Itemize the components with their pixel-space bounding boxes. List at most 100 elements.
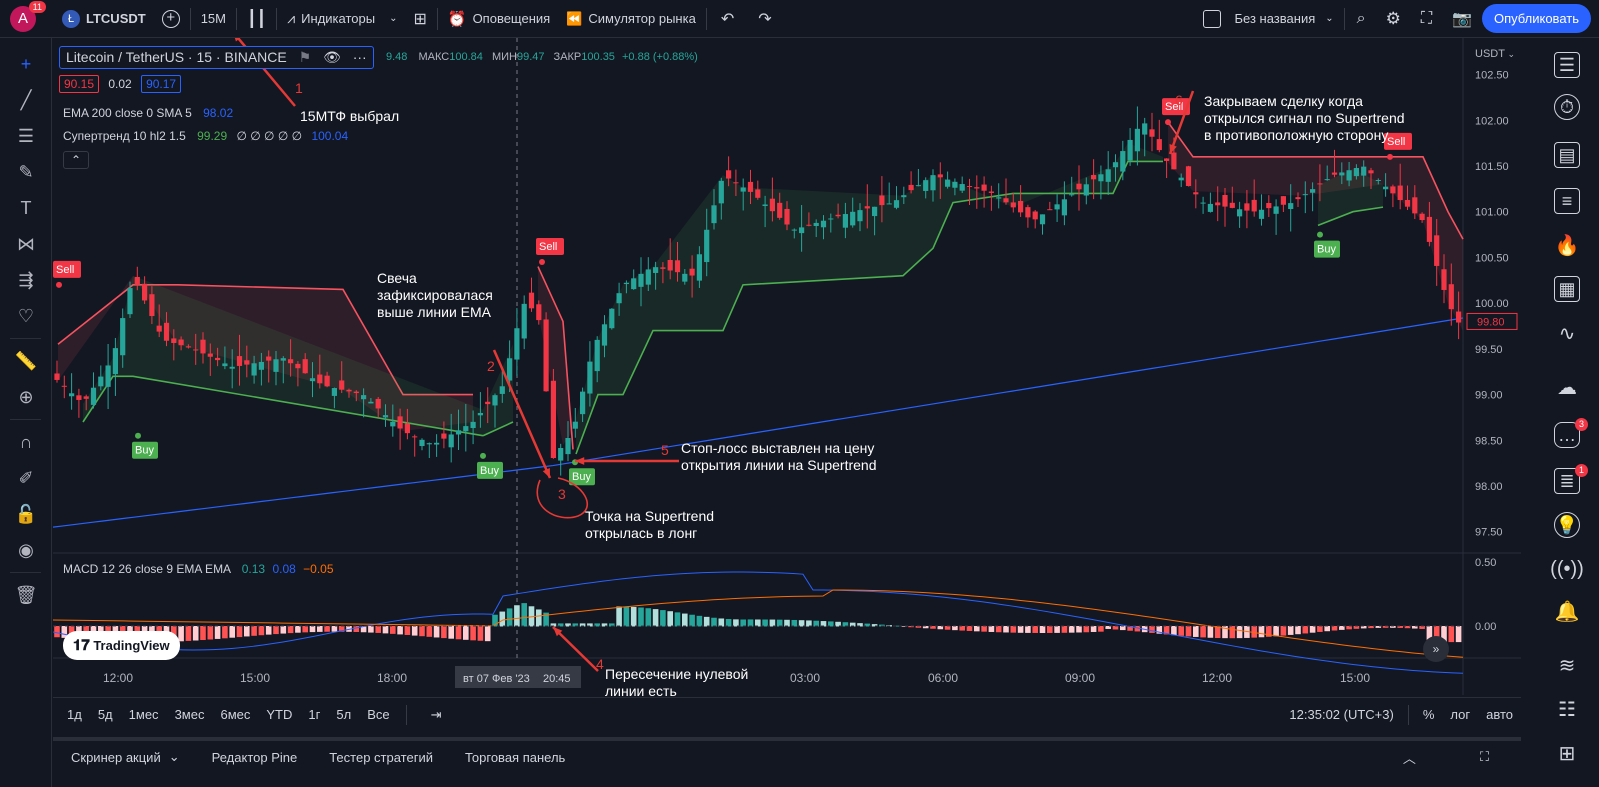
range-button[interactable]: YTD [266,707,293,722]
trend-line-icon[interactable]: ╱ [20,89,32,110]
macd-histogram-bar [1025,626,1031,633]
range-button[interactable]: 5д [97,707,113,722]
chat-icon[interactable]: … [1554,422,1580,448]
bid-value[interactable]: 90.15 [59,75,100,93]
candle-body [872,206,878,217]
macd-histogram-bar [864,623,871,627]
magnet-icon[interactable]: ∩ [19,431,33,452]
more-icon[interactable]: ··· [352,49,367,65]
panel-tab[interactable]: Скринер акций ⌄ [55,749,196,765]
macd-histogram-bar [937,626,944,630]
alarm-clock-icon[interactable]: ⏱ [1554,94,1580,120]
templates-button[interactable]: ⊞ [405,0,434,38]
text-icon[interactable]: T [20,197,32,218]
candle-body [1448,284,1454,310]
redo-button[interactable]: ↷ [746,0,783,38]
chart-pane[interactable]: 102.50 102.00 101.50 101.00 100.50 100.00 99.5… [53,38,1521,695]
currency-selector[interactable]: USDT ⌄ [1475,48,1515,60]
symbol-search-button[interactable]: Ł LTCUSDT [54,0,154,38]
candle-body [915,185,921,187]
eye-icon[interactable]: ◉ [18,539,34,560]
trash-icon[interactable]: 🗑 [14,584,38,605]
log-toggle[interactable]: лог [1450,707,1471,722]
news-icon[interactable]: ▤ [1554,142,1580,168]
supertrend-legend[interactable]: Супертренд 10 hl2 1.5 99.29 ∅ ∅ ∅ ∅ ∅ 10… [63,129,348,143]
lock-icon[interactable]: 🔓 [14,503,38,524]
ruler-icon[interactable]: 📏 [14,350,38,371]
ask-value[interactable]: 90.17 [141,75,182,93]
interval-button[interactable]: 15M [200,11,226,26]
range-button[interactable]: 3мес [174,707,205,722]
undo-button[interactable]: ↶ [709,0,746,38]
range-button[interactable]: 1мес [128,707,159,722]
tradingview-watermark[interactable]: 𝟏𝟕 TradingView [63,631,180,660]
prediction-icon[interactable]: ⇶ [18,269,34,290]
publish-button[interactable]: Опубликовать [1481,4,1591,33]
broadcast-icon[interactable]: ((•)) [1550,557,1584,580]
dom-icon[interactable]: ☷ [1558,698,1576,721]
fullscreen-button[interactable]: ⛶ [1411,0,1442,38]
calendar-icon[interactable]: ≡ [1554,188,1580,214]
candle-body [375,398,381,409]
scroll-right-button[interactable]: » [1423,636,1449,662]
eye-icon[interactable]: 👁 [323,49,341,65]
maximize-panel-button[interactable]: ⛶ [1448,749,1521,765]
bell-icon[interactable]: 🔔 [1554,600,1580,623]
cloud-icon[interactable]: ☁ [1557,376,1577,399]
symbol-legend[interactable]: Litecoin / TetherUS · 15 · BINANCE ⚑ 👁 ·… [59,46,374,69]
panel-tab[interactable]: Торговая панель [449,749,581,765]
candle-body [200,339,206,354]
candle-body [317,374,323,384]
range-button[interactable]: 1г [308,707,321,722]
chart-type-button[interactable]: ┃┃ [239,0,274,38]
macd-histogram-bar [192,626,199,641]
fib-icon[interactable]: ☰ [17,125,35,146]
candle-body [98,376,104,387]
compare-button[interactable]: + [154,0,188,38]
candle-body [762,204,768,207]
indicators-button[interactable]: ⩘ Индикаторы ⌄ [279,0,405,38]
lightbulb-icon[interactable]: 💡 [1554,512,1580,538]
macd-legend[interactable]: MACD 12 26 close 9 EMA EMA 0.13 0.08 −0.… [63,562,334,576]
layout-menu-button[interactable]: Без названия ⌄ [1195,0,1342,38]
goto-date-button[interactable]: ⇥ [415,707,458,723]
quick-search-button[interactable]: ⌕ [1347,0,1376,38]
heart-icon[interactable]: ♡ [17,305,35,326]
range-button[interactable]: Все [367,707,390,722]
candle-body [1185,166,1192,186]
macd-histogram-bar [521,603,527,627]
chart-canvas[interactable]: 102.50 102.00 101.50 101.00 100.50 100.00 99.5… [53,38,1521,695]
collapse-panel-button[interactable]: ︿ [1371,748,1448,767]
settings-button[interactable]: ⚙ [1376,0,1411,38]
panel-tab[interactable]: Тестер стратегий [313,749,449,765]
collapse-legend-button[interactable]: ⌃ [63,151,89,169]
candle-body [682,273,688,282]
watchlist-icon[interactable]: ☰ [1554,52,1580,78]
auto-toggle[interactable]: авто [1486,707,1513,722]
stay-drawing-icon[interactable]: ✐ [18,467,34,488]
pattern-icon[interactable]: ⋈ [17,233,35,254]
layers-icon[interactable]: ≋ [1558,654,1576,677]
snapshot-button[interactable]: 📷 [1442,0,1482,38]
range-button[interactable]: 6мес [220,707,251,722]
chat-alt-icon[interactable]: ≣ [1554,468,1580,494]
zoom-icon[interactable]: ⊕ [18,386,34,407]
alerts-button[interactable]: ⏰ Оповещения [440,0,558,38]
range-button[interactable]: 1д [67,707,82,722]
crosshair-icon[interactable]: + [20,53,32,74]
user-avatar[interactable]: A 11 [10,0,46,32]
pulse-icon[interactable]: ∿ [1558,322,1576,345]
clock[interactable]: 12:35:02 (UTC+3) [1289,707,1394,722]
candle-body [295,363,301,369]
watermark-text: TradingView [93,638,170,653]
range-button[interactable]: 5л [336,707,352,722]
hotlist-flame-icon[interactable]: 🔥 [1554,234,1580,257]
brush-icon[interactable]: ✎ [18,161,34,182]
candle-body [828,218,834,220]
replay-button[interactable]: ⏪ Симулятор рынка [558,0,704,38]
more-icon[interactable]: ⊞ [1558,742,1576,765]
ema-legend[interactable]: EMA 200 close 0 SMA 5 98.02 [63,106,233,120]
percent-toggle[interactable]: % [1422,707,1435,722]
panel-tab[interactable]: Редактор Pine [196,749,314,765]
calendar-grid-icon[interactable]: ▦ [1554,276,1580,302]
